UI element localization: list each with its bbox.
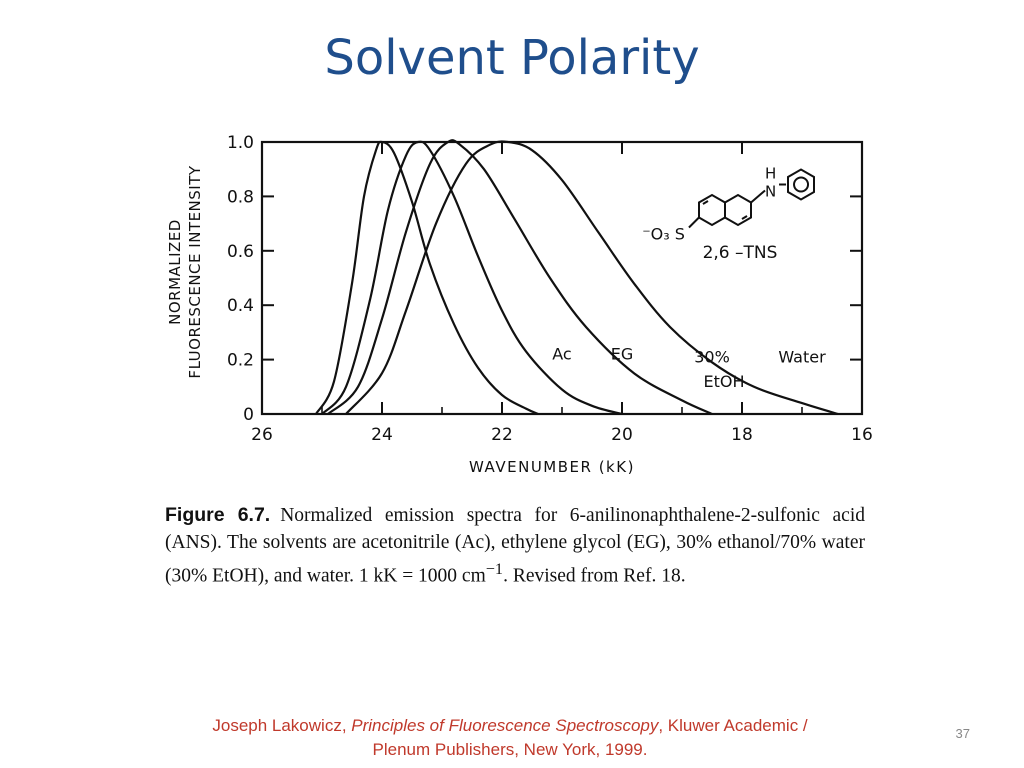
citation-book: Principles of Fluorescence Spectroscopy (351, 716, 659, 735)
slide-number: 37 (955, 726, 970, 741)
series-line-4 (345, 140, 839, 416)
naphthalene-ring-2 (724, 193, 752, 227)
citation-rest: , Kluwer Academic / Plenum Publishers, N… (372, 716, 808, 759)
curve-label: Water (778, 347, 826, 366)
x-tick-label: 22 (491, 425, 513, 445)
figure-label: Figure 6.7. (165, 504, 271, 526)
x-tick-label: 18 (731, 425, 753, 445)
caption-superscript: −1 (485, 560, 504, 578)
citation: Joseph Lakowicz, Principles of Fluoresce… (190, 714, 830, 762)
x-tick-label: 24 (371, 425, 393, 445)
tns-structure-drawing (688, 168, 815, 229)
caption-tail: . Revised from Ref. 18. (503, 565, 686, 587)
series-line-3 (327, 139, 713, 415)
x-axis-label: WAVENUMBER (kK) (469, 458, 635, 476)
curve-label: EG (611, 345, 634, 364)
y-tick-label: 0 (243, 405, 254, 425)
series-line-1 (315, 140, 539, 416)
x-tick-label: 16 (851, 425, 873, 445)
amine-h-label: H (765, 165, 776, 183)
y-axis-label: NORMALIZED (166, 219, 184, 325)
curve-label: 30% (694, 347, 730, 366)
series-line-2 (321, 140, 623, 416)
caption-text: Normalized emission spectra for 6-anilin… (165, 505, 865, 587)
x-tick-label: 26 (251, 425, 273, 445)
y-tick-label: 0.6 (227, 242, 254, 262)
curve-label: EtOH (703, 372, 744, 391)
y-tick-label: 0.2 (227, 351, 254, 371)
y-axis-label: FLUORESCENCE INTENSITY (186, 165, 204, 378)
compound-name-label: 2,6 –TNS (703, 243, 778, 263)
phenyl-ring (787, 168, 815, 201)
sulfonate-label: ⁻O₃ S (642, 225, 685, 244)
naphthalene-ring-1 (698, 193, 726, 227)
x-tick-label: 20 (611, 425, 633, 445)
slide-title: Solvent Polarity (324, 30, 700, 86)
emission-spectra-figure: 0 0.2 0.4 0.6 0.8 1.0 26 24 22 20 18 16 WAVENUMBER (… (166, 133, 873, 476)
aromatic-circle (793, 176, 810, 193)
double-bond (702, 200, 709, 205)
bond-to-s (688, 216, 700, 229)
y-tick-label: 1.0 (227, 133, 254, 153)
curve-label: Ac (552, 345, 571, 364)
citation-author: Joseph Lakowicz, (212, 716, 352, 735)
y-tick-label: 0.8 (227, 187, 254, 207)
y-tick-label: 0.4 (227, 296, 254, 316)
amine-n-label: N (765, 183, 776, 201)
double-bond (741, 215, 748, 220)
bond-to-n (750, 189, 766, 204)
figure-caption: Figure 6.7. Normalized emission spectra f… (165, 502, 865, 590)
